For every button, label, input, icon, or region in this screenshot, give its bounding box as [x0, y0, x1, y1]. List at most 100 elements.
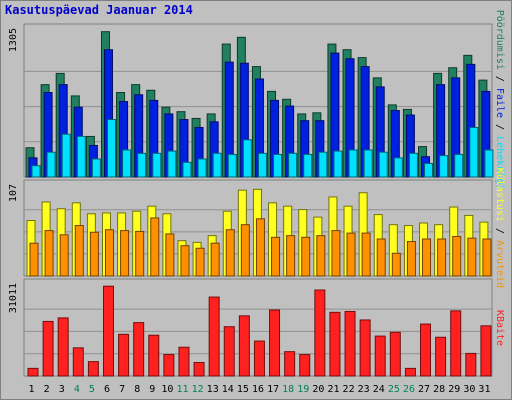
bar-lehekülgi-31	[484, 149, 494, 178]
bar-lehekülgi-20	[318, 151, 328, 178]
bar-arvuteid-5	[89, 231, 99, 277]
bar-lehekülgi-15	[242, 139, 252, 178]
x-label-13: 13	[207, 384, 219, 395]
bar-lehekülgi-5	[91, 158, 101, 178]
legend-top-part: Faile	[494, 88, 505, 118]
legend-top: Pöördumisi / Faile / Lehekülgi	[494, 10, 505, 191]
x-label-8: 8	[134, 384, 140, 395]
bar-arvuteid-20	[316, 235, 326, 277]
x-label-26: 26	[403, 384, 415, 395]
bar-kbaite-27	[420, 323, 432, 377]
x-label-30: 30	[463, 384, 475, 395]
x-label-27: 27	[418, 384, 430, 395]
y-max-label: 107	[8, 184, 19, 202]
legend-bottom: KBaite	[494, 310, 505, 346]
y-max-label: 1305	[8, 28, 19, 52]
bar-kbaite-15	[238, 315, 250, 377]
bar-lehekülgi-28	[439, 155, 449, 178]
bar-arvuteid-29	[452, 235, 462, 277]
legend-middle-part: Külastusi	[494, 168, 505, 222]
bar-kbaite-24	[374, 335, 386, 377]
bar-kbaite-14	[223, 326, 235, 377]
bar-kbaite-18	[284, 351, 296, 377]
bar-kbaite-21	[329, 311, 341, 377]
bar-kbaite-17	[269, 309, 281, 377]
bar-arvuteid-11	[180, 245, 190, 277]
bar-lehekülgi-23	[363, 149, 373, 178]
bar-arvuteid-9	[150, 217, 160, 277]
bar-arvuteid-13	[210, 242, 220, 277]
bar-arvuteid-10	[165, 233, 175, 277]
legend-top-part: Lehekülgi	[494, 136, 505, 190]
bar-arvuteid-12	[195, 247, 205, 277]
bar-lehekülgi-11	[182, 161, 192, 178]
x-label-28: 28	[433, 384, 445, 395]
x-label-3: 3	[59, 384, 65, 395]
x-label-20: 20	[312, 384, 324, 395]
x-label-18: 18	[282, 384, 294, 395]
bar-kbaite-7	[118, 333, 130, 377]
bar-kbaite-31	[480, 325, 492, 377]
legend-middle: Külastusi / Arvuteid	[494, 168, 505, 288]
bar-kbaite-2	[42, 320, 54, 377]
x-label-15: 15	[237, 384, 249, 395]
x-label-25: 25	[388, 384, 400, 395]
bar-arvuteid-16	[255, 218, 265, 277]
x-label-10: 10	[161, 384, 173, 395]
bar-kbaite-28	[435, 336, 447, 377]
x-label-1: 1	[29, 384, 35, 395]
bar-arvuteid-1	[29, 242, 39, 277]
legend-top-part: Pöördumisi	[494, 10, 505, 70]
bar-arvuteid-25	[391, 252, 401, 277]
bar-arvuteid-19	[301, 236, 311, 277]
x-label-21: 21	[327, 384, 339, 395]
bar-kbaite-1	[27, 367, 39, 377]
x-label-24: 24	[373, 384, 385, 395]
bar-kbaite-3	[57, 317, 69, 377]
bar-lehekülgi-27	[424, 162, 434, 178]
bar-kbaite-4	[72, 347, 84, 377]
bar-arvuteid-28	[437, 238, 447, 277]
bar-lehekülgi-4	[76, 135, 86, 178]
bar-lehekülgi-29	[454, 153, 464, 178]
bar-kbaite-26	[404, 367, 416, 377]
bar-arvuteid-7	[120, 230, 130, 277]
bar-kbaite-9	[148, 334, 160, 377]
x-label-14: 14	[222, 384, 234, 395]
bar-lehekülgi-24	[378, 151, 388, 178]
bar-lehekülgi-22	[348, 149, 358, 178]
bar-kbaite-30	[465, 352, 477, 377]
bar-kbaite-12	[193, 362, 205, 377]
legend-bottom-part: KBaite	[494, 310, 505, 346]
bar-arvuteid-30	[467, 237, 477, 277]
bar-lehekülgi-19	[303, 153, 313, 178]
x-label-6: 6	[104, 384, 110, 395]
bar-lehekülgi-17	[273, 153, 283, 178]
bar-arvuteid-17	[271, 236, 281, 277]
x-label-23: 23	[358, 384, 370, 395]
bar-arvuteid-4	[74, 225, 84, 277]
bar-lehekülgi-25	[393, 157, 403, 178]
x-label-11: 11	[176, 384, 188, 395]
bar-lehekülgi-18	[288, 152, 298, 178]
x-label-5: 5	[89, 384, 95, 395]
x-label-31: 31	[478, 384, 490, 395]
x-label-9: 9	[149, 384, 155, 395]
bar-arvuteid-31	[482, 238, 492, 277]
x-label-2: 2	[44, 384, 50, 395]
x-label-29: 29	[448, 384, 460, 395]
bar-arvuteid-24	[376, 238, 386, 277]
chart-title: Kasutuspäevad Jaanuar 2014	[5, 3, 193, 17]
bar-kbaite-22	[344, 310, 356, 377]
x-label-19: 19	[297, 384, 309, 395]
bar-lehekülgi-21	[333, 150, 343, 178]
x-label-22: 22	[343, 384, 355, 395]
x-label-16: 16	[252, 384, 264, 395]
bar-lehekülgi-3	[61, 133, 71, 178]
bar-kbaite-10	[163, 354, 175, 377]
bar-kbaite-29	[450, 310, 462, 377]
bar-lehekülgi-14	[227, 153, 237, 178]
bar-lehekülgi-6	[106, 119, 116, 178]
x-label-12: 12	[192, 384, 204, 395]
